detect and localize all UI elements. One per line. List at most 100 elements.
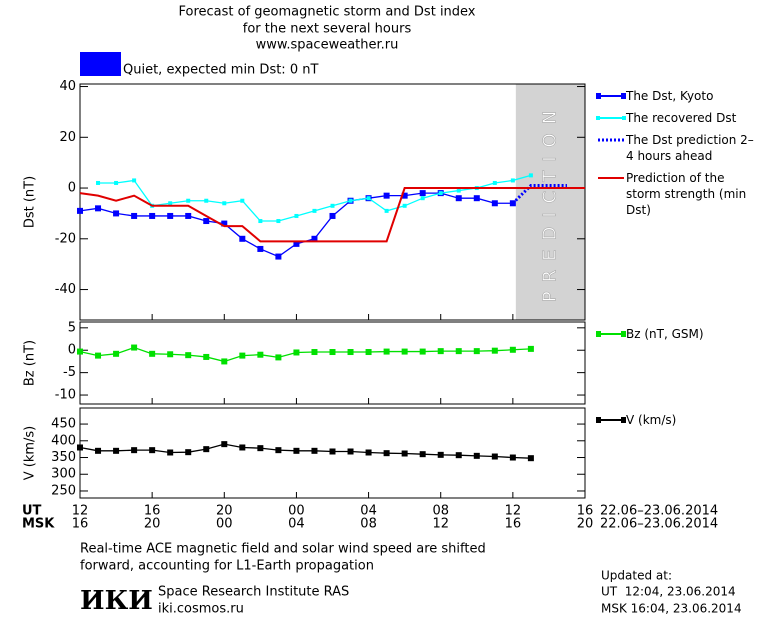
- prediction-zone: [515, 84, 585, 320]
- x-row-label: UT: [22, 504, 42, 519]
- legend: Bz (nT, GSM): [596, 326, 756, 348]
- marker: [473, 195, 480, 202]
- legend-item: Bz (nT, GSM): [596, 326, 756, 342]
- marker: [276, 219, 281, 224]
- legend-label: The Dst prediction 2–4 hours ahead: [626, 133, 754, 163]
- marker: [527, 455, 534, 462]
- legend-marker: [621, 331, 626, 337]
- legend: The Dst, Kyoto The recovered Dst The Dst p…: [596, 88, 756, 224]
- panel-frame: [79, 321, 586, 405]
- legend-label: The Dst, Kyoto: [626, 89, 714, 103]
- marker: [348, 198, 353, 203]
- marker: [114, 180, 119, 185]
- title: Forecast of geomagnetic storm and Dst in…: [178, 5, 475, 20]
- x-tick-label: 16: [505, 517, 522, 532]
- status: Quiet, expected min Dst: 0 nT: [123, 63, 318, 78]
- marker: [527, 345, 534, 352]
- y-tick-label: 250: [51, 483, 76, 498]
- y-axis-label: Dst (nT): [23, 176, 38, 228]
- marker: [293, 447, 300, 454]
- legend-item: The Dst prediction 2–4 hours ahead: [596, 132, 756, 164]
- marker: [240, 198, 245, 203]
- legend-item: V (km/s): [596, 412, 756, 428]
- marker: [96, 180, 101, 185]
- title: for the next several hours: [243, 22, 412, 37]
- panel-frame: [79, 407, 586, 499]
- marker: [365, 349, 372, 356]
- marker: [419, 190, 426, 197]
- marker: [275, 354, 282, 361]
- y-tick-label: -40: [55, 282, 76, 297]
- marker: [455, 348, 462, 355]
- marker: [438, 191, 443, 196]
- marker: [186, 198, 191, 203]
- marker: [294, 213, 299, 218]
- y-tick-label: 300: [51, 467, 76, 482]
- marker: [275, 253, 282, 260]
- marker: [221, 441, 228, 448]
- x-tick-label: 08: [432, 504, 449, 519]
- x-tick-label: 00: [216, 517, 233, 532]
- marker: [311, 235, 318, 242]
- legend-swatch: [596, 417, 626, 423]
- y-axis-label: Bz (nT): [23, 340, 38, 386]
- marker: [402, 203, 407, 208]
- marker: [203, 446, 210, 453]
- prediction-label: PREDICTION: [539, 102, 560, 302]
- y-tick-label: -10: [55, 388, 76, 403]
- legend-marker: [622, 116, 626, 120]
- updated: MSK 16:04, 23.06.2014: [601, 602, 742, 616]
- marker: [204, 198, 209, 203]
- legend-marker: [596, 331, 601, 337]
- marker: [509, 346, 516, 353]
- marker: [239, 444, 246, 451]
- y-tick-label: 5: [68, 320, 76, 335]
- marker: [131, 212, 138, 219]
- marker: [365, 449, 372, 456]
- marker: [491, 453, 498, 460]
- x-tick-label: 12: [72, 504, 89, 519]
- title: www.spaceweather.ru: [256, 38, 399, 53]
- marker: [113, 210, 120, 217]
- marker: [510, 178, 515, 183]
- marker: [185, 212, 192, 219]
- logo: ИКИ: [80, 586, 153, 616]
- x-row-label: MSK: [22, 517, 55, 532]
- marker: [491, 200, 498, 207]
- legend-item: The Dst, Kyoto: [596, 88, 756, 104]
- marker: [149, 212, 156, 219]
- y-axis-label: V (km/s): [23, 426, 38, 481]
- panel-frame: [79, 83, 586, 321]
- marker: [383, 192, 390, 199]
- marker: [222, 201, 227, 206]
- marker: [185, 352, 192, 359]
- marker: [419, 348, 426, 355]
- marker: [203, 353, 210, 360]
- legend-swatch: [598, 177, 624, 179]
- updated: Updated at:: [601, 569, 672, 583]
- legend-marker: [621, 93, 626, 99]
- marker: [131, 344, 138, 351]
- marker: [167, 449, 174, 456]
- marker: [221, 220, 228, 227]
- marker: [420, 196, 425, 201]
- legend-label: Prediction of the storm strength (min Ds…: [626, 171, 747, 217]
- x-tick-label: 16: [144, 504, 161, 519]
- marker: [149, 350, 156, 357]
- y-tick-label: 450: [51, 417, 76, 432]
- marker: [509, 454, 516, 461]
- legend-label: V (km/s): [626, 413, 677, 427]
- marker: [401, 450, 408, 457]
- y-tick-label: 40: [59, 79, 76, 94]
- x-tick-label: 16: [72, 517, 89, 532]
- marker: [95, 205, 102, 212]
- x-tick-label: 04: [360, 504, 377, 519]
- marker: [419, 451, 426, 458]
- marker: [257, 351, 264, 358]
- marker: [383, 348, 390, 355]
- marker: [275, 447, 282, 454]
- date-range: 22.06–23.06.2014: [600, 517, 718, 532]
- marker: [492, 180, 497, 185]
- legend-marker: [596, 93, 601, 99]
